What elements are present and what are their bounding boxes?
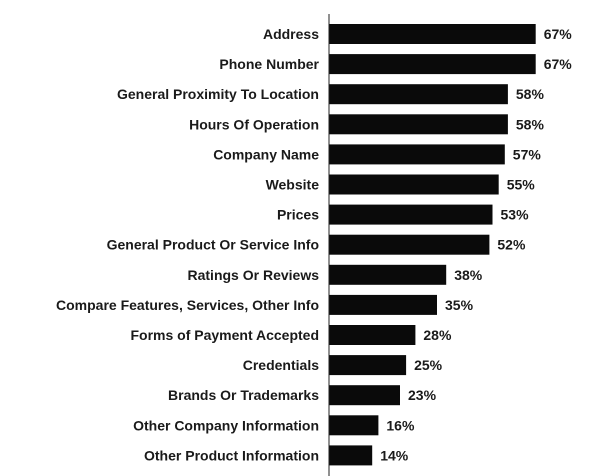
- value-label: 38%: [454, 267, 483, 283]
- value-labels-group: 67% 67% 58% 58% 57% 55% 53% 52% 38% 35% 28% 25% 23% 1…: [380, 26, 572, 463]
- category-label: Website: [266, 177, 320, 193]
- category-labels-group: Address Phone Number General Proximity To …: [56, 26, 320, 463]
- bar: [329, 84, 508, 105]
- category-label: Other Product Information: [144, 447, 319, 463]
- bar: [329, 445, 373, 466]
- bar: [329, 114, 508, 135]
- category-label: Credentials: [243, 357, 319, 373]
- bar: [329, 325, 416, 345]
- category-label: Brands Or Trademarks: [168, 387, 319, 403]
- value-label: 14%: [380, 447, 409, 463]
- value-label: 58%: [516, 116, 545, 132]
- category-label: Company Name: [213, 146, 319, 162]
- bar: [329, 144, 505, 165]
- value-label: 23%: [408, 387, 437, 403]
- bar: [329, 415, 379, 436]
- category-label: General Proximity To Location: [117, 86, 319, 102]
- category-label: Phone Number: [219, 56, 319, 72]
- value-label: 55%: [507, 177, 536, 193]
- category-label: Ratings Or Reviews: [188, 267, 320, 283]
- bar: [329, 294, 437, 315]
- bar: [329, 24, 536, 44]
- category-label: Forms of Payment Accepted: [130, 327, 319, 343]
- value-label: 67%: [544, 26, 573, 42]
- category-label: Hours Of Operation: [189, 116, 319, 132]
- category-label: General Product Or Service Info: [107, 237, 319, 253]
- value-label: 58%: [516, 86, 545, 102]
- value-label: 16%: [386, 417, 415, 433]
- category-label: Prices: [277, 207, 319, 223]
- bar: [329, 385, 400, 406]
- value-label: 57%: [513, 146, 542, 162]
- value-label: 25%: [414, 357, 443, 373]
- value-label: 28%: [423, 327, 452, 343]
- value-label: 53%: [501, 207, 530, 223]
- bars-group: [329, 24, 536, 466]
- bar: [329, 204, 493, 225]
- category-label: Compare Features, Services, Other Info: [56, 297, 319, 313]
- bar: [329, 264, 447, 285]
- value-label: 52%: [497, 237, 526, 253]
- bar: [329, 234, 490, 255]
- category-label: Address: [263, 26, 319, 42]
- value-label: 67%: [544, 56, 573, 72]
- bar: [329, 355, 407, 376]
- bar: [329, 174, 499, 195]
- bar: [329, 54, 536, 75]
- category-label: Other Company Information: [133, 417, 319, 433]
- value-label: 35%: [445, 297, 474, 313]
